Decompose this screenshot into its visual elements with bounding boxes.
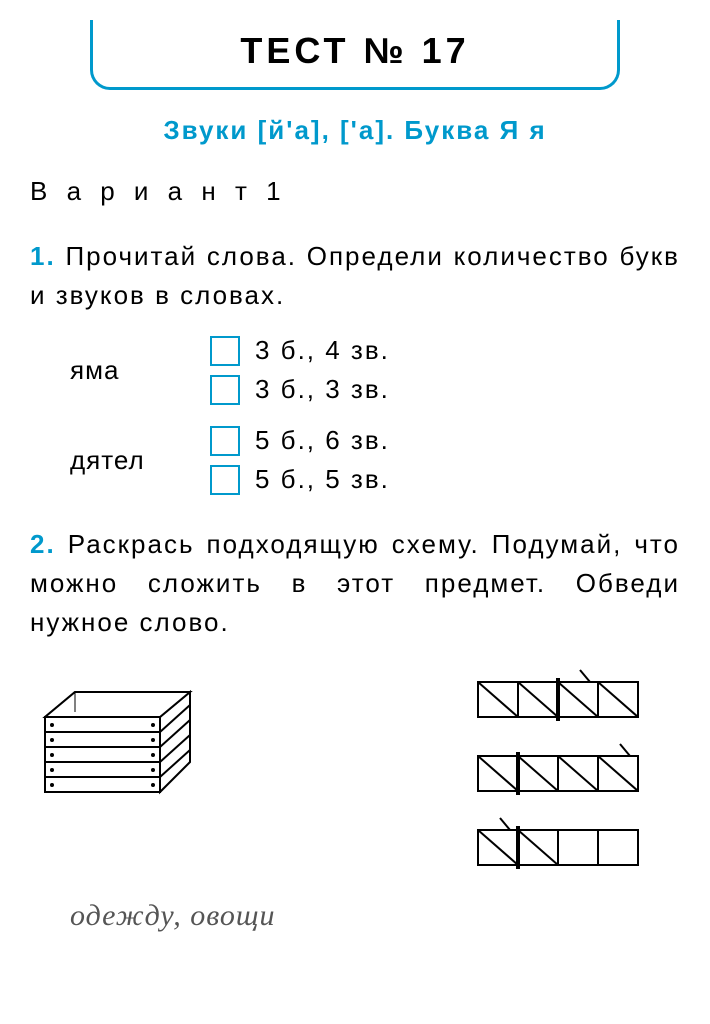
test-title: ТЕСТ № 17 bbox=[133, 30, 577, 72]
header-box: ТЕСТ № 17 bbox=[90, 20, 620, 90]
option-text-1-1: 5 б., 5 зв. bbox=[255, 464, 390, 495]
task-2-number: 2. bbox=[30, 529, 56, 559]
option-text-0-1: 3 б., 3 зв. bbox=[255, 374, 390, 405]
option-text-0-0: 3 б., 4 зв. bbox=[255, 335, 390, 366]
option-row-0-0: 3 б., 4 зв. bbox=[210, 335, 390, 366]
option-text-1-0: 5 б., 6 зв. bbox=[255, 425, 390, 456]
variant-label: В а р и а н т 1 bbox=[30, 176, 680, 207]
task-1-body: Прочитай слова. Определи количе­ство бук… bbox=[30, 241, 680, 310]
task-2-text: 2. Раскрась подходящую схему. По­думай, … bbox=[30, 525, 680, 642]
word-label-1: дятел bbox=[70, 445, 210, 476]
subtitle: Звуки [й'а], ['а]. Буква Я я bbox=[30, 115, 680, 146]
scheme-1[interactable] bbox=[476, 741, 640, 795]
schemes bbox=[476, 667, 640, 869]
word-block-0: яма 3 б., 4 зв. 3 б., 3 зв. bbox=[70, 335, 680, 405]
checkbox-1-0[interactable] bbox=[210, 426, 240, 456]
word-label-0: яма bbox=[70, 355, 210, 386]
options-0: 3 б., 4 зв. 3 б., 3 зв. bbox=[210, 335, 390, 405]
word-block-1: дятел 5 б., 6 зв. 5 б., 5 зв. bbox=[70, 425, 680, 495]
option-row-1-1: 5 б., 5 зв. bbox=[210, 464, 390, 495]
checkbox-0-1[interactable] bbox=[210, 375, 240, 405]
scheme-2[interactable] bbox=[476, 815, 640, 869]
task-1: 1. Прочитай слова. Определи количе­ство … bbox=[30, 237, 680, 495]
checkbox-1-1[interactable] bbox=[210, 465, 240, 495]
option-row-1-0: 5 б., 6 зв. bbox=[210, 425, 390, 456]
task-2-body: Раскрась подходящую схему. По­думай, что… bbox=[30, 529, 680, 637]
task-1-content: яма 3 б., 4 зв. 3 б., 3 зв. дятел 5 б., … bbox=[30, 335, 680, 495]
task-2-content bbox=[30, 667, 680, 869]
options-1: 5 б., 6 зв. 5 б., 5 зв. bbox=[210, 425, 390, 495]
task-1-text: 1. Прочитай слова. Определи количе­ство … bbox=[30, 237, 680, 315]
option-row-0-1: 3 б., 3 зв. bbox=[210, 374, 390, 405]
checkbox-0-0[interactable] bbox=[210, 336, 240, 366]
crate-drawing bbox=[40, 687, 195, 812]
task-1-number: 1. bbox=[30, 241, 56, 271]
scheme-0[interactable] bbox=[476, 667, 640, 721]
task-2: 2. Раскрась подходящую схему. По­думай, … bbox=[30, 525, 680, 869]
handwriting-answer: одежду, овощи bbox=[30, 899, 680, 933]
